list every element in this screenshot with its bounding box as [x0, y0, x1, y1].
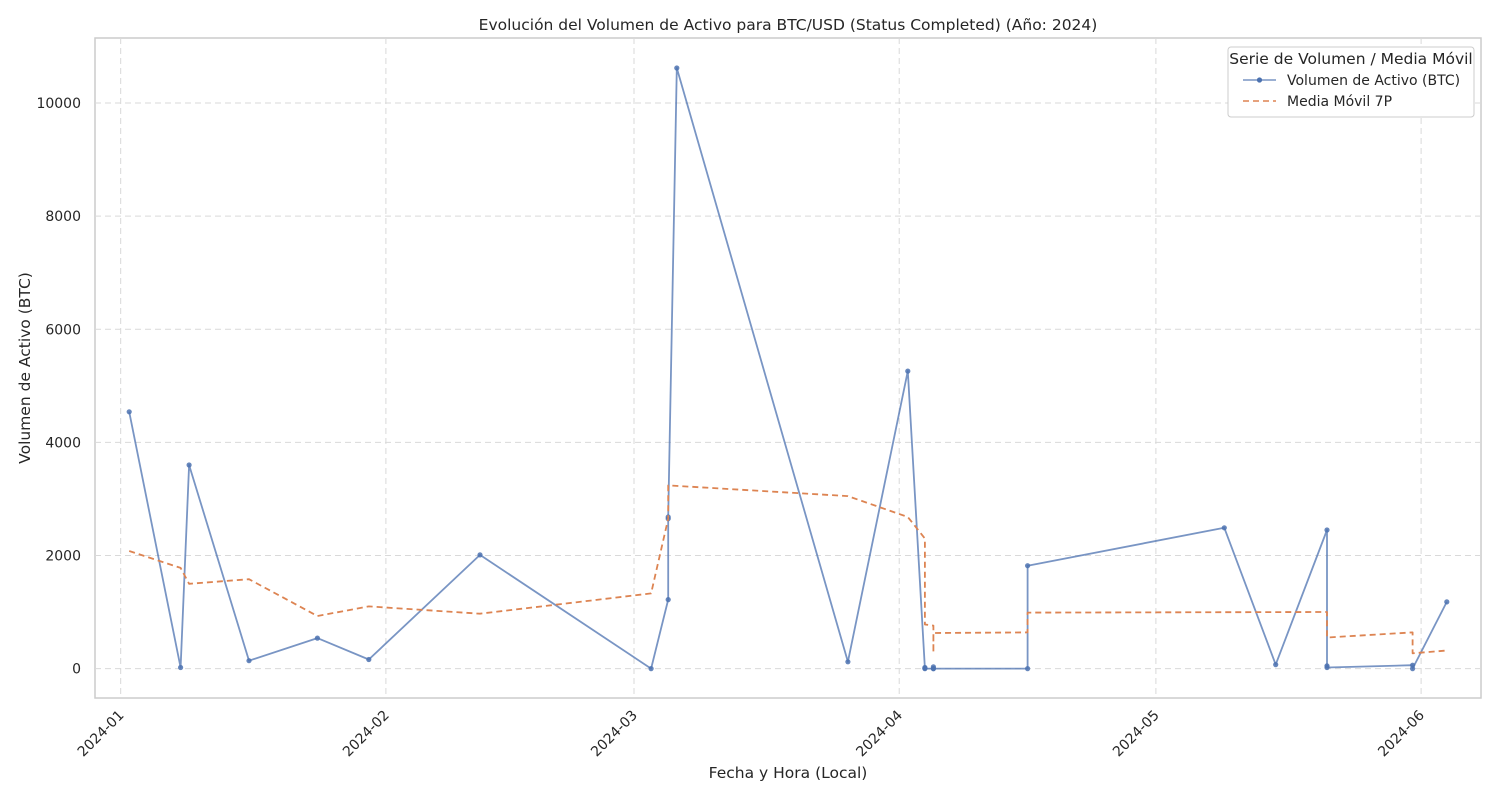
legend: Serie de Volumen / Media Móvil Volumen d… [1227, 46, 1475, 118]
data-point [905, 368, 911, 374]
x-tick-label: 2024-01 [75, 708, 128, 761]
data-point [845, 659, 851, 665]
x-tick-label: 2024-02 [340, 708, 393, 761]
data-point [648, 666, 654, 672]
data-point [126, 409, 132, 415]
data-point [930, 666, 937, 672]
data-point [1444, 599, 1450, 605]
data-point [1410, 666, 1416, 672]
data-point [1324, 527, 1330, 533]
y-tick-label: 4000 [45, 435, 81, 451]
y-axis-title: Volumen de Activo (BTC) [16, 272, 34, 464]
y-tick-label: 6000 [45, 322, 81, 338]
data-point [178, 664, 184, 671]
legend-marker-volume [1256, 77, 1263, 83]
data-point [1273, 662, 1279, 668]
series-line-moving-average [128, 484, 1447, 655]
legend-label-volume: Volumen de Activo (BTC) [1287, 73, 1460, 89]
x-axis-title: Fecha y Hora (Local) [709, 764, 868, 782]
legend-title: Serie de Volumen / Media Móvil [1229, 50, 1473, 68]
y-tick-label: 10000 [36, 96, 81, 112]
data-point [366, 656, 372, 663]
y-tick-label: 2000 [45, 548, 81, 564]
y-tick-label: 8000 [45, 209, 81, 225]
legend-box [1227, 46, 1475, 118]
x-tick-label: 2024-05 [1110, 708, 1163, 761]
data-point [1025, 666, 1031, 672]
data-point [1221, 525, 1227, 531]
data-point [922, 666, 928, 672]
plot-frame [94, 37, 1482, 699]
grid-layer [95, 38, 1481, 698]
data-point [674, 65, 680, 71]
x-tick-label: 2024-03 [588, 708, 641, 761]
x-tick-label: 2024-06 [1375, 707, 1428, 760]
data-point [246, 658, 252, 664]
legend-label-moving-average: Media Móvil 7P [1287, 94, 1392, 110]
data-point [665, 597, 671, 603]
x-tick-label: 2024-04 [853, 707, 906, 760]
chart-title: Evolución del Volumen de Activo para BTC… [479, 16, 1098, 34]
series-layer [126, 65, 1450, 672]
data-point [186, 462, 192, 468]
data-point [314, 635, 320, 641]
data-point [1025, 563, 1031, 569]
data-point [1324, 664, 1330, 671]
y-tick-label: 0 [72, 662, 81, 678]
data-point [477, 552, 483, 558]
